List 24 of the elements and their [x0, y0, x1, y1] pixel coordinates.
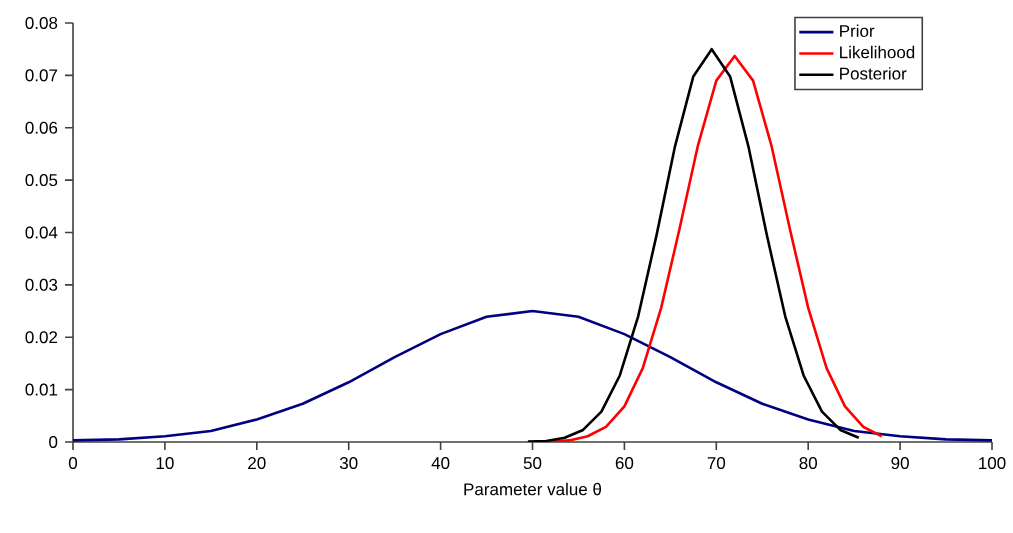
x-tick-label: 40 [431, 457, 450, 470]
x-tick-label: 100 [979, 457, 1006, 470]
x-axis-title: Parameter value θ [464, 482, 602, 496]
y-tick-label: 0.06 [25, 121, 58, 134]
x-tick-label: 90 [891, 457, 909, 470]
y-tick-label: 0.03 [25, 278, 58, 291]
x-tick-label: 10 [156, 457, 174, 470]
y-tick-label: 0.04 [25, 226, 58, 239]
x-tick-label: 50 [523, 457, 542, 470]
y-tick-label: 0.02 [25, 331, 58, 344]
x-tick-label: 0 [68, 457, 78, 470]
x-tick-label: 20 [248, 457, 266, 470]
y-tick-label: 0.07 [25, 69, 58, 82]
x-tick-label: 80 [799, 457, 817, 470]
x-tick-label: 70 [707, 457, 726, 470]
y-tick-label: 0.08 [25, 16, 58, 29]
legend-label: Prior [840, 24, 875, 37]
legend-label: Likelihood [840, 45, 915, 59]
x-tick-label: 30 [339, 457, 358, 470]
y-tick-label: 0 [49, 435, 58, 448]
y-tick-label: 0.05 [25, 174, 58, 187]
x-tick-label: 60 [615, 457, 634, 470]
y-tick-label: 0.01 [25, 383, 58, 396]
legend-label: Posterior [840, 67, 907, 80]
